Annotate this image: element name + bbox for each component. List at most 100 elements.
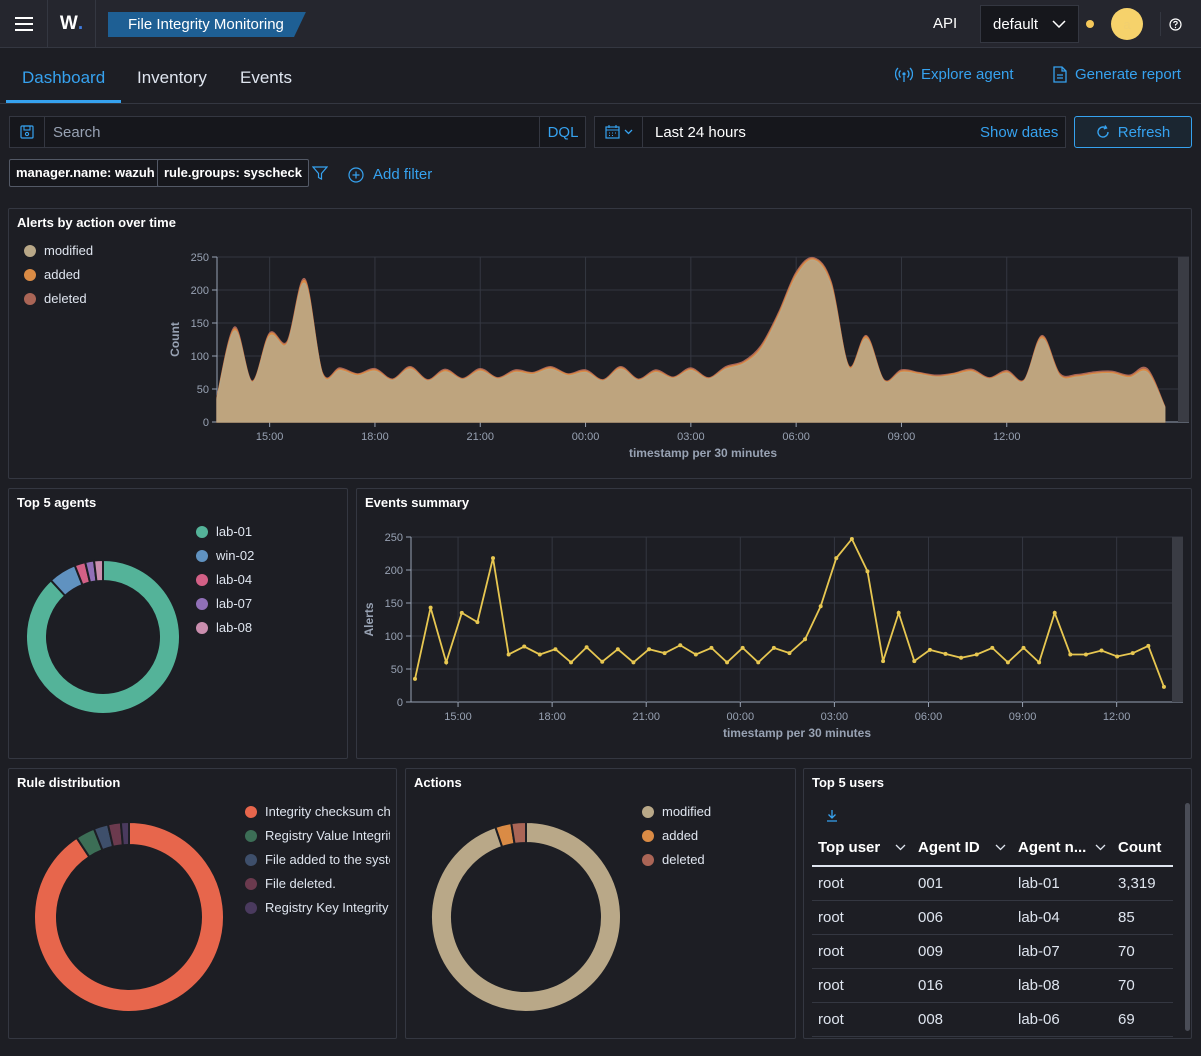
data-point	[1005, 660, 1010, 665]
dql-toggle[interactable]: DQL	[539, 117, 586, 147]
cell-top-user: root	[812, 866, 912, 901]
data-point	[1099, 648, 1104, 653]
cell-count: 70	[1112, 968, 1173, 1003]
data-point	[1161, 684, 1166, 689]
x-tick-label: 06:00	[782, 431, 810, 443]
table-row[interactable]: root 009 lab-07 70	[812, 934, 1173, 969]
cell-agent-id: 006	[912, 900, 1012, 935]
cell-count: 69	[1112, 1002, 1173, 1037]
menu-icon	[14, 17, 33, 31]
download-csv-button[interactable]	[826, 809, 838, 825]
column-header-count[interactable]: Count	[1112, 830, 1173, 867]
x-tick-label: 09:00	[1009, 711, 1037, 723]
panel-top-users: Top 5 users Top user Agent ID Agent n...…	[803, 768, 1192, 1039]
tab-inventory[interactable]: Inventory	[137, 68, 207, 87]
x-tick-label: 09:00	[888, 431, 916, 443]
chevron-down-icon	[624, 129, 632, 135]
menu-button[interactable]	[0, 0, 48, 48]
y-tick-label: 250	[191, 252, 209, 264]
column-header-agent-name[interactable]: Agent n...	[1012, 830, 1112, 867]
legend-item[interactable]: lab-01	[196, 524, 252, 539]
legend-item[interactable]: win-02	[196, 548, 254, 563]
tabs-bar: Dashboard Inventory Events	[0, 48, 1201, 104]
legend-dot	[24, 244, 36, 257]
legend-item[interactable]: Registry Key Integrity	[245, 900, 389, 915]
legend-label: Registry Value Integrit	[265, 828, 390, 843]
legend-label: added	[44, 267, 81, 282]
search-bar: DQL	[9, 116, 586, 148]
legend-item-modified[interactable]: modified	[24, 243, 93, 258]
data-point	[631, 660, 636, 665]
cell-agent-name: lab-07	[1012, 934, 1112, 969]
filter-menu-button[interactable]	[311, 165, 329, 184]
tab-dashboard[interactable]: Dashboard	[22, 68, 106, 87]
data-point	[896, 610, 901, 615]
legend-dot	[196, 549, 208, 562]
tab-events[interactable]: Events	[240, 68, 292, 87]
wazuh-logo[interactable]: W.	[48, 0, 96, 48]
quick-date-menu[interactable]	[595, 117, 643, 147]
data-point	[1130, 651, 1135, 656]
table-scrollbar[interactable]	[1185, 803, 1190, 1031]
donut-slice-lab-08	[92, 558, 104, 583]
legend-item[interactable]: lab-04	[196, 572, 252, 587]
explore-agent-button[interactable]: Explore agent	[895, 66, 1014, 83]
panel-title-events-summary: Events summary	[365, 495, 470, 510]
legend-label: win-02	[216, 548, 255, 563]
legend-dot	[642, 829, 654, 842]
legend-item-added[interactable]: added	[24, 267, 80, 282]
data-point	[569, 660, 574, 665]
filter-pill-manager-name[interactable]: manager.name: wazuh	[9, 159, 162, 187]
legend-item[interactable]: deleted	[642, 852, 705, 867]
legend-item[interactable]: File deleted.	[245, 876, 336, 891]
top-agents-donut	[25, 558, 181, 715]
legend-item[interactable]: added	[642, 828, 698, 843]
table-row[interactable]: root 001 lab-01 3,319	[812, 866, 1173, 901]
cell-agent-name: lab-01	[1012, 866, 1112, 901]
refresh-button[interactable]: Refresh	[1074, 116, 1192, 148]
add-filter-button[interactable]: Add filter	[348, 166, 432, 183]
calendar-icon	[604, 125, 620, 139]
table-row[interactable]: root 016 lab-08 70	[812, 968, 1173, 1003]
legend-dot	[24, 268, 36, 281]
legend-item[interactable]: File added to the syste	[245, 852, 390, 867]
data-point	[693, 652, 698, 657]
app-title-badge[interactable]: File Integrity Monitoring	[108, 12, 306, 37]
data-point	[787, 651, 792, 656]
y-axis-label: Count	[168, 322, 182, 357]
help-button[interactable]	[1160, 12, 1190, 36]
column-header-top-user[interactable]: Top user	[812, 830, 912, 867]
add-filter-label: Add filter	[373, 166, 433, 183]
data-point	[725, 660, 730, 665]
top-users-table: Top user Agent ID Agent n... Count root 0…	[812, 830, 1173, 1037]
filter-icon	[311, 166, 329, 180]
data-point	[974, 652, 979, 657]
generate-report-button[interactable]: Generate report	[1053, 66, 1181, 83]
x-tick-label: 15:00	[444, 711, 472, 723]
show-dates-button[interactable]: Show dates	[980, 124, 1059, 141]
legend-item[interactable]: Integrity checksum ch	[245, 804, 390, 819]
api-select[interactable]: default	[980, 5, 1079, 43]
legend-item-deleted[interactable]: deleted	[24, 291, 87, 306]
saved-queries-button[interactable]	[10, 117, 45, 147]
legend-item[interactable]: lab-08	[196, 620, 252, 635]
legend-item[interactable]: modified	[642, 804, 711, 819]
search-input[interactable]	[46, 117, 538, 147]
filter-pill-rule-groups[interactable]: rule.groups: syscheck	[157, 159, 309, 187]
cell-agent-name: lab-06	[1012, 1002, 1112, 1037]
download-icon	[827, 810, 837, 822]
legend-dot	[245, 853, 257, 866]
legend-item[interactable]: lab-07	[196, 596, 252, 611]
user-avatar[interactable]: a	[1111, 8, 1143, 40]
y-tick-label: 200	[191, 285, 209, 297]
legend-label: deleted	[662, 852, 705, 867]
events-series-line	[414, 537, 1165, 688]
date-range-text[interactable]: Last 24 hours	[655, 124, 746, 141]
legend-item[interactable]: Registry Value Integrit	[245, 828, 390, 843]
table-row[interactable]: root 008 lab-06 69	[812, 1002, 1173, 1037]
table-row[interactable]: root 006 lab-04 85	[812, 900, 1173, 935]
y-tick-label: 0	[397, 697, 403, 709]
column-header-agent-id[interactable]: Agent ID	[912, 830, 1012, 867]
legend-dot	[196, 621, 208, 634]
document-icon	[1053, 66, 1067, 83]
